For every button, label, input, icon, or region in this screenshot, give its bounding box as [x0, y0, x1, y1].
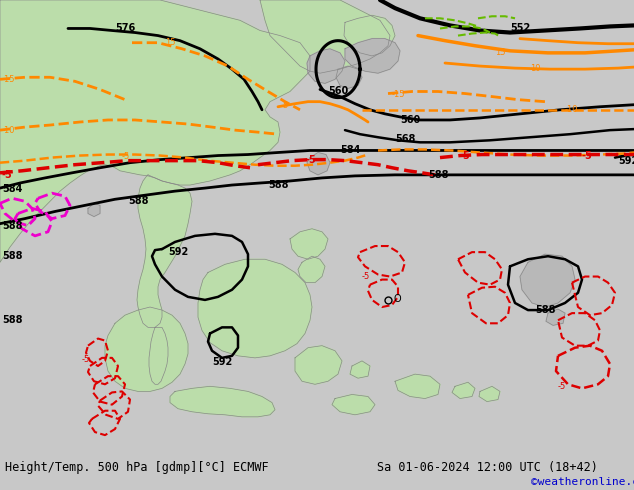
Text: -5: -5	[82, 355, 90, 365]
Polygon shape	[479, 386, 500, 402]
Polygon shape	[395, 374, 440, 398]
Text: 592: 592	[618, 156, 634, 166]
Text: 576: 576	[115, 24, 135, 33]
Text: 588: 588	[428, 170, 448, 180]
Text: 584: 584	[340, 146, 360, 155]
Polygon shape	[344, 15, 395, 56]
Polygon shape	[295, 345, 342, 384]
Text: 588: 588	[2, 220, 22, 231]
Text: 588: 588	[2, 251, 22, 261]
Text: -15: -15	[2, 75, 15, 84]
Polygon shape	[0, 0, 310, 262]
Text: Height/Temp. 500 hPa [gdmp][°C] ECMWF: Height/Temp. 500 hPa [gdmp][°C] ECMWF	[5, 461, 269, 474]
Text: 15: 15	[495, 49, 505, 57]
Text: -5: -5	[460, 150, 471, 161]
Polygon shape	[350, 361, 370, 378]
Text: Sa 01-06-2024 12:00 UTC (18+42): Sa 01-06-2024 12:00 UTC (18+42)	[377, 461, 598, 474]
Text: 568: 568	[395, 134, 415, 144]
Polygon shape	[336, 66, 362, 89]
Text: 584: 584	[2, 184, 22, 194]
Polygon shape	[307, 152, 330, 175]
Polygon shape	[149, 327, 168, 384]
Polygon shape	[290, 229, 328, 259]
Text: 588: 588	[268, 180, 288, 190]
Text: -5: -5	[2, 170, 13, 180]
Polygon shape	[298, 256, 325, 283]
Polygon shape	[88, 203, 100, 217]
Text: -10: -10	[2, 125, 15, 135]
Polygon shape	[332, 394, 375, 415]
Text: 592: 592	[212, 357, 232, 367]
Text: 588: 588	[128, 196, 148, 206]
Polygon shape	[307, 49, 345, 83]
Polygon shape	[170, 386, 275, 417]
Text: 588: 588	[535, 305, 555, 315]
Text: -5: -5	[362, 272, 370, 281]
Text: 10: 10	[530, 64, 541, 73]
Text: ©weatheronline.co.uk: ©weatheronline.co.uk	[531, 477, 634, 487]
Text: 552: 552	[510, 24, 530, 33]
Text: 592: 592	[168, 247, 188, 257]
Text: -15: -15	[392, 90, 406, 99]
Text: 560: 560	[328, 87, 348, 97]
Polygon shape	[345, 39, 400, 73]
Text: 560: 560	[400, 115, 420, 125]
Text: 588: 588	[2, 315, 22, 325]
Polygon shape	[546, 309, 565, 325]
Polygon shape	[520, 254, 575, 307]
Text: -5: -5	[582, 150, 593, 161]
Polygon shape	[137, 175, 192, 327]
Text: 15: 15	[165, 38, 176, 47]
Text: -5: -5	[122, 152, 130, 161]
Text: O: O	[394, 294, 401, 304]
Text: 5: 5	[282, 101, 287, 110]
Text: -5: -5	[305, 155, 316, 165]
Polygon shape	[198, 259, 312, 358]
Polygon shape	[260, 0, 390, 73]
Text: -10: -10	[565, 105, 578, 114]
Polygon shape	[452, 382, 475, 398]
Polygon shape	[105, 307, 188, 392]
Text: -5: -5	[558, 382, 566, 391]
